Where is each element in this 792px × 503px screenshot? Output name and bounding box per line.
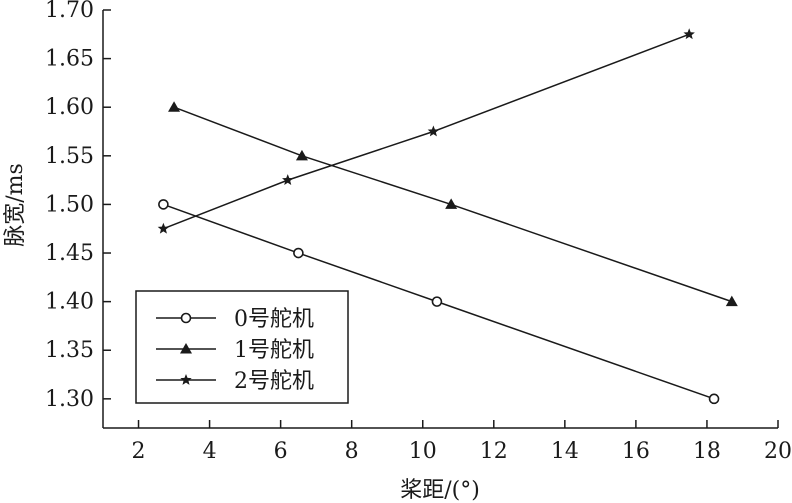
y-tick-label: 1.30	[45, 387, 94, 412]
y-tick-label: 1.45	[45, 241, 94, 266]
legend-label: 2号舵机	[234, 369, 314, 394]
data-point	[683, 28, 695, 40]
x-tick-label: 18	[693, 439, 721, 464]
data-point	[427, 125, 440, 137]
data-point	[445, 198, 458, 209]
data-point	[168, 101, 181, 112]
data-point	[158, 199, 169, 210]
x-tick-label: 2	[132, 439, 146, 464]
x-tick-label: 10	[409, 439, 437, 464]
data-point	[708, 393, 720, 405]
y-tick-label: 1.65	[45, 47, 94, 72]
data-point	[725, 295, 738, 307]
data-point	[431, 296, 443, 307]
series-line	[163, 203, 715, 400]
data-point	[157, 222, 170, 234]
x-tick-label: 14	[551, 439, 579, 464]
y-tick-label: 1.55	[45, 144, 94, 169]
x-tick-label: 8	[345, 439, 359, 464]
y-tick-label: 1.50	[45, 192, 94, 217]
legend-box	[135, 290, 349, 404]
legend-label: 0号舵机	[234, 307, 314, 332]
y-tick-label: 1.70	[45, 0, 94, 23]
legend: 0号舵机 1号舵机 2号舵机	[135, 290, 349, 404]
legend-item: 0号舵机	[156, 307, 314, 332]
series-0	[158, 199, 720, 405]
data-point	[282, 174, 294, 185]
y-tick-label: 1.40	[45, 290, 94, 315]
plot-frame	[102, 10, 778, 429]
data-point	[293, 247, 304, 259]
x-tick-label: 16	[622, 439, 650, 464]
series-line	[163, 33, 690, 230]
legend-marker	[180, 374, 192, 385]
y-tick-label: 1.60	[45, 95, 94, 120]
legend-item: 1号舵机	[156, 338, 314, 363]
x-axis-title: 桨距/(°)	[400, 478, 480, 503]
series-2	[157, 28, 695, 234]
y-tick-label: 1.35	[45, 338, 94, 363]
series-layer	[157, 28, 738, 405]
data-point	[295, 149, 308, 161]
series-line	[173, 106, 733, 303]
legend-item: 2号舵机	[156, 369, 314, 394]
legend-marker	[180, 343, 192, 354]
legend-marker	[180, 312, 192, 324]
y-axis-ticks: 1.30 1.35 1.40 1.45 1.50 1.55 1.60 1.65 1.70	[45, 0, 111, 412]
x-tick-label: 4	[203, 439, 217, 464]
y-axis-title: 脉宽/ms	[3, 163, 28, 247]
x-axis-ticks: 2 4 6 8 10 12 14 16 18 20	[132, 420, 792, 464]
series-1	[168, 101, 738, 307]
x-tick-label: 6	[274, 439, 288, 464]
x-tick-label: 20	[764, 439, 792, 464]
legend-label: 1号舵机	[234, 338, 314, 363]
x-tick-label: 12	[480, 439, 508, 464]
